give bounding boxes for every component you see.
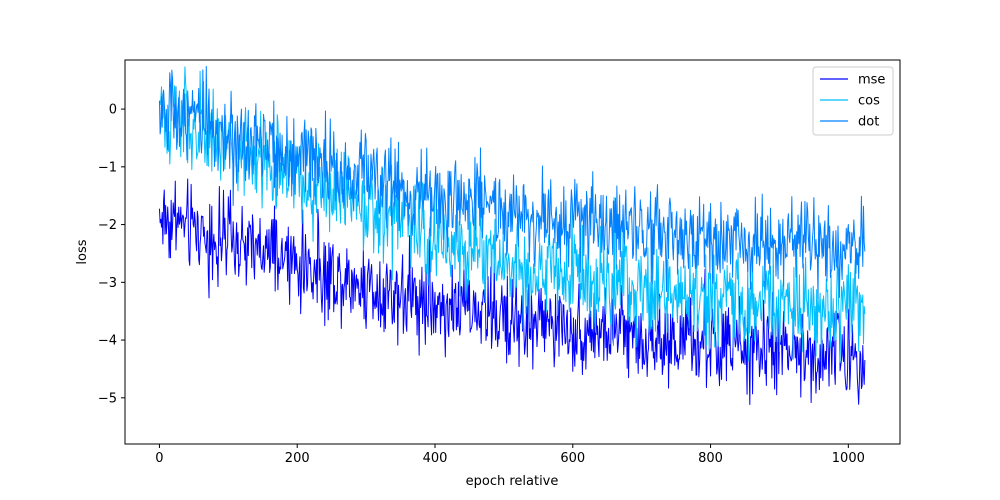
series-layer [158, 65, 866, 406]
legend-box [812, 66, 894, 136]
x-tick-label: 0 [155, 451, 163, 466]
x-axis-label: epoch relative [466, 474, 559, 489]
legend-label-dot: dot [858, 115, 879, 130]
x-tick-label: 400 [423, 451, 448, 466]
y-tick-label: −1 [98, 160, 117, 175]
y-axis-ticks: 0 −1 −2 −3 −4 −5 [98, 103, 125, 406]
y-tick-label: −3 [98, 276, 117, 291]
x-tick-label: 800 [698, 451, 723, 466]
x-axis-ticks: 0 200 400 600 800 1000 [155, 444, 865, 466]
y-tick-label: −2 [98, 218, 117, 233]
x-tick-label: 200 [285, 451, 310, 466]
series-line-mse [158, 178, 866, 406]
x-tick-label: 600 [560, 451, 585, 466]
y-tick-label: 0 [109, 103, 117, 118]
x-tick-label: 1000 [832, 451, 865, 466]
y-tick-label: −5 [98, 391, 117, 406]
legend: mse cos dot [812, 66, 894, 136]
series-line-dot [158, 65, 866, 299]
legend-label-cos: cos [858, 94, 880, 109]
legend-label-mse: mse [858, 73, 885, 88]
plot-frame [124, 59, 901, 445]
y-axis-label: loss [75, 239, 90, 264]
y-tick-label: −4 [98, 334, 117, 349]
